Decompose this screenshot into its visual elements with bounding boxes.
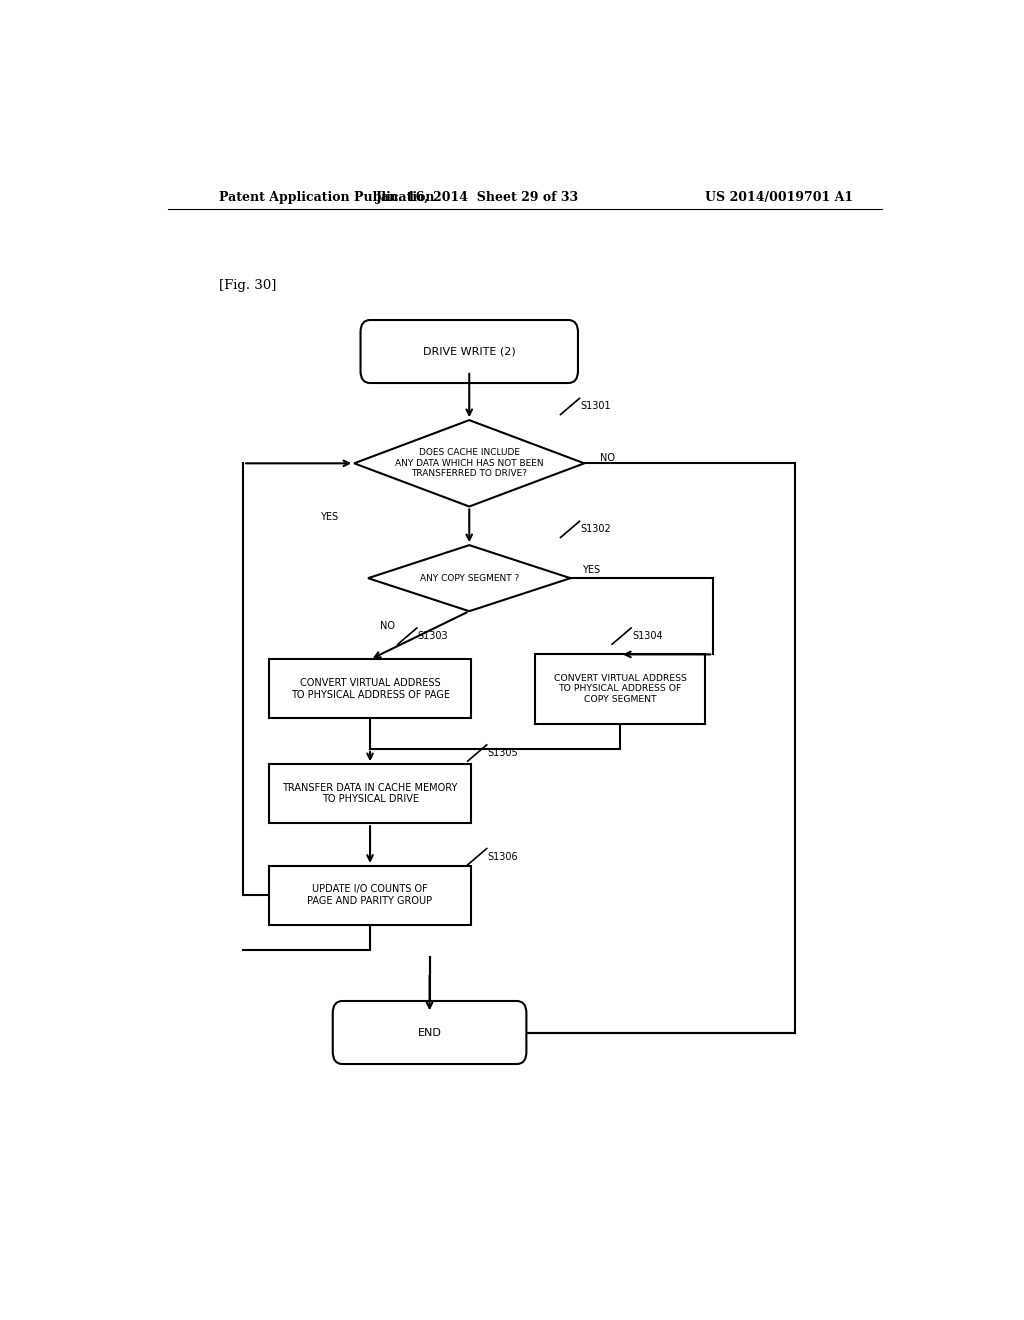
Text: CONVERT VIRTUAL ADDRESS
TO PHYSICAL ADDRESS OF PAGE: CONVERT VIRTUAL ADDRESS TO PHYSICAL ADDR…	[291, 678, 450, 700]
Text: UPDATE I/O COUNTS OF
PAGE AND PARITY GROUP: UPDATE I/O COUNTS OF PAGE AND PARITY GRO…	[307, 884, 432, 906]
Bar	[269, 660, 471, 718]
Text: YES: YES	[321, 512, 338, 521]
Polygon shape	[368, 545, 570, 611]
Text: ANY COPY SEGMENT ?: ANY COPY SEGMENT ?	[420, 574, 519, 582]
FancyBboxPatch shape	[333, 1001, 526, 1064]
Text: NO: NO	[600, 453, 615, 463]
Text: S1306: S1306	[487, 851, 518, 862]
FancyBboxPatch shape	[360, 319, 578, 383]
Text: S1302: S1302	[581, 524, 611, 535]
Bar	[535, 655, 706, 723]
Text: END: END	[418, 1027, 441, 1038]
Text: S1304: S1304	[632, 631, 663, 642]
Text: Jan. 16, 2014  Sheet 29 of 33: Jan. 16, 2014 Sheet 29 of 33	[376, 190, 579, 203]
Text: CONVERT VIRTUAL ADDRESS
TO PHYSICAL ADDRESS OF
COPY SEGMENT: CONVERT VIRTUAL ADDRESS TO PHYSICAL ADDR…	[554, 675, 686, 704]
Text: YES: YES	[583, 565, 600, 576]
Polygon shape	[354, 420, 585, 507]
Text: Patent Application Publication: Patent Application Publication	[219, 190, 435, 203]
Text: NO: NO	[380, 622, 395, 631]
Text: US 2014/0019701 A1: US 2014/0019701 A1	[705, 190, 853, 203]
Text: S1301: S1301	[581, 401, 611, 412]
Bar	[269, 764, 471, 824]
Text: DOES CACHE INCLUDE
ANY DATA WHICH HAS NOT BEEN
TRANSFERRED TO DRIVE?: DOES CACHE INCLUDE ANY DATA WHICH HAS NO…	[395, 449, 544, 478]
Text: S1303: S1303	[418, 631, 449, 642]
Text: S1305: S1305	[487, 748, 518, 758]
Text: TRANSFER DATA IN CACHE MEMORY
TO PHYSICAL DRIVE: TRANSFER DATA IN CACHE MEMORY TO PHYSICA…	[283, 783, 458, 804]
Bar	[269, 866, 471, 925]
Text: [Fig. 30]: [Fig. 30]	[219, 279, 276, 292]
Text: DRIVE WRITE (2): DRIVE WRITE (2)	[423, 347, 516, 356]
